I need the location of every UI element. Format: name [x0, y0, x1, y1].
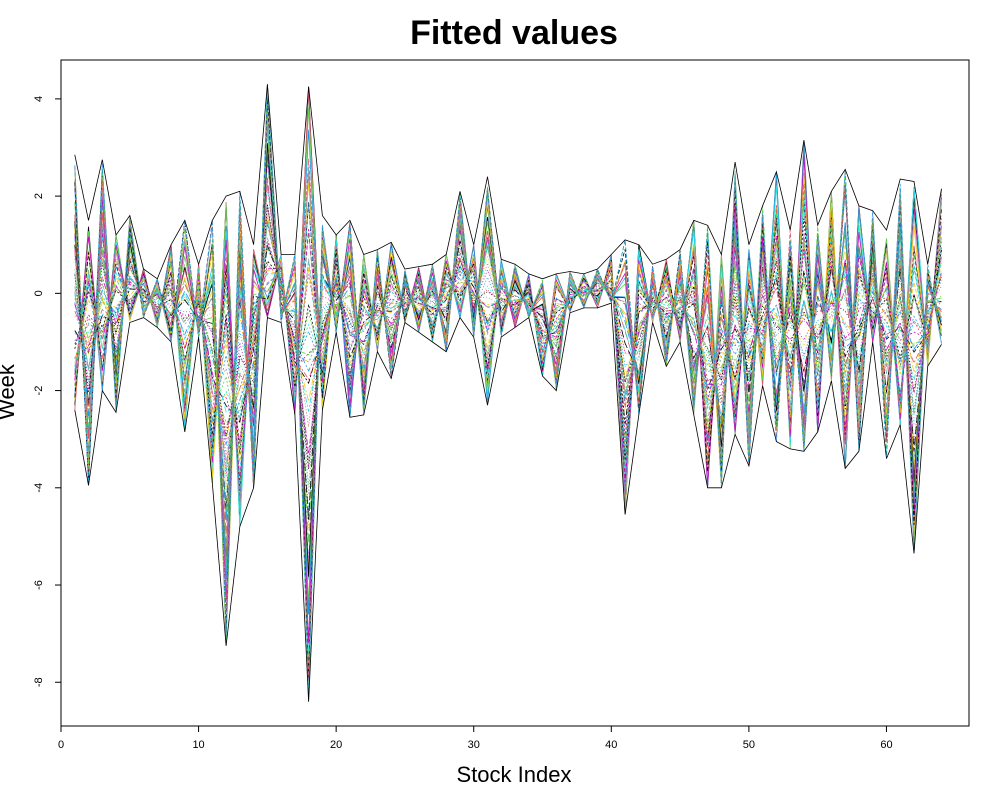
y-axis: -8 -6 -4 -2 0 2 4 — [33, 96, 62, 687]
y-tick-label: 2 — [33, 193, 45, 199]
upper-envelope-line — [74, 84, 942, 280]
series-line — [74, 109, 942, 679]
x-axis-label: Stock Index — [457, 762, 572, 787]
series-line — [74, 84, 942, 699]
y-axis-label: Week — [0, 363, 19, 420]
series-line — [74, 205, 942, 456]
series-line — [74, 177, 942, 575]
x-tick-label: 60 — [880, 739, 892, 751]
y-tick-label: -4 — [33, 483, 45, 493]
x-tick-label: 50 — [743, 739, 755, 751]
chart-title: Fitted values — [410, 14, 618, 52]
plot-frame — [60, 59, 970, 727]
x-axis: 0 10 20 30 40 50 60 — [58, 725, 893, 751]
x-tick-label: 40 — [605, 739, 617, 751]
y-tick-label: 0 — [33, 290, 45, 296]
series-line — [74, 109, 942, 644]
series-line — [74, 116, 942, 661]
series-line — [74, 246, 942, 445]
series-line — [74, 84, 942, 702]
y-tick-label: -6 — [33, 580, 45, 590]
lower-envelope-line — [74, 302, 942, 702]
x-tick-label: 0 — [58, 739, 64, 751]
x-tick-label: 10 — [192, 739, 204, 751]
x-tick-label: 30 — [468, 739, 480, 751]
y-tick-label: 4 — [33, 96, 45, 102]
series-line — [74, 163, 942, 529]
series-line — [74, 84, 942, 683]
series-line — [74, 243, 942, 455]
y-tick-label: -8 — [33, 677, 45, 687]
x-tick-label: 20 — [330, 739, 342, 751]
y-tick-label: -2 — [33, 386, 45, 396]
series-layer — [74, 84, 942, 702]
series-line — [74, 105, 942, 675]
